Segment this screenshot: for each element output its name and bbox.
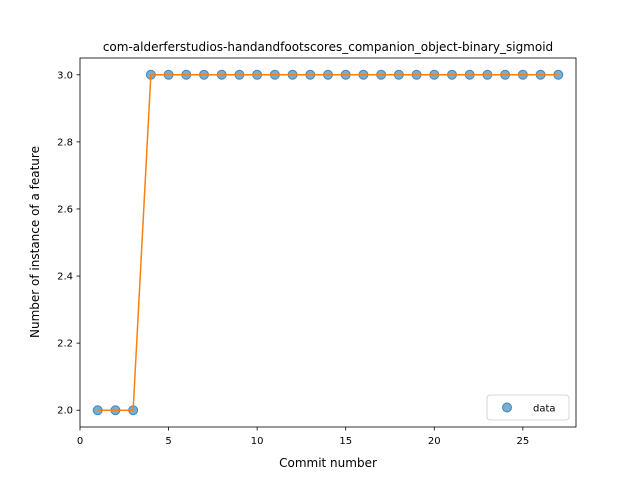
axes-frame	[79, 57, 577, 428]
legend-label-data: data	[533, 404, 556, 415]
x-tick-label: 0	[77, 436, 83, 447]
legend: data	[486, 394, 570, 421]
plot-area	[92, 69, 564, 416]
legend-marker-data	[502, 402, 512, 413]
x-tick-label: 25	[516, 436, 529, 447]
x-axis-label: Commit number	[279, 456, 377, 470]
x-tick-label: 15	[339, 436, 352, 447]
x-axis: 0 5 10 15 20 25	[77, 427, 529, 447]
y-tick-label: 2.2	[57, 339, 73, 350]
y-axis: 2.0 2.2 2.4 2.6 2.8 3.0	[57, 70, 80, 417]
y-tick-label: 3.0	[57, 70, 73, 81]
y-tick-label: 2.0	[57, 406, 73, 417]
x-tick-label: 20	[428, 436, 441, 447]
y-axis-label: Number of instance of a feature	[28, 146, 42, 338]
chart-title: com-alderferstudios-handandfootscores_co…	[103, 40, 553, 54]
x-tick-label: 10	[251, 436, 264, 447]
x-tick-label: 5	[165, 436, 171, 447]
y-tick-label: 2.6	[57, 204, 73, 215]
legend-box	[486, 394, 570, 421]
series-line	[97, 74, 559, 411]
y-tick-label: 2.8	[57, 137, 73, 148]
y-tick-label: 2.4	[57, 272, 73, 283]
